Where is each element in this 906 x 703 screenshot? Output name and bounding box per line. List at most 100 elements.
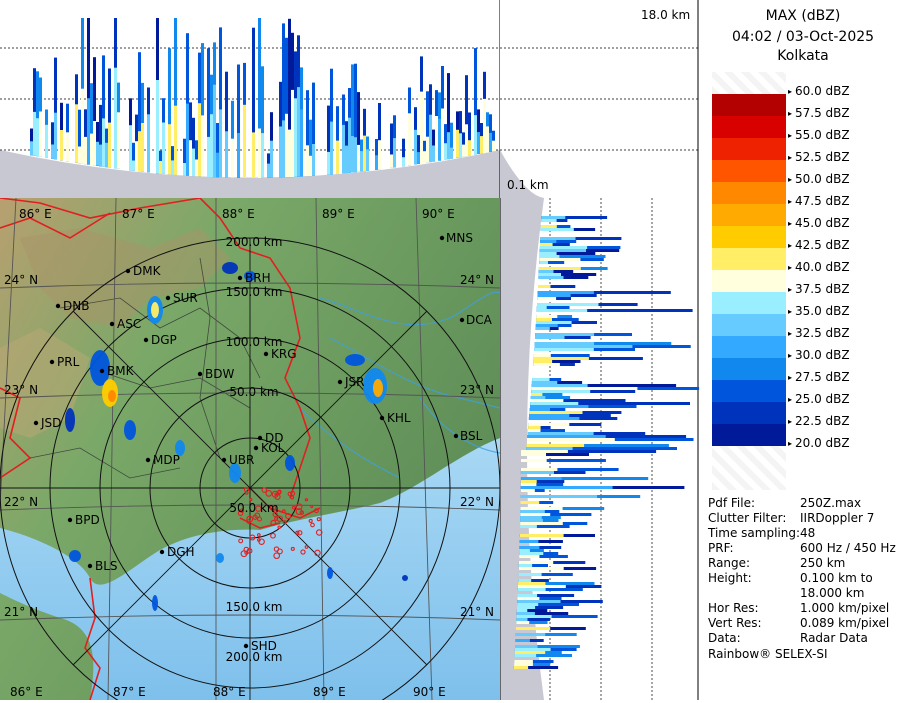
echo-row (520, 525, 570, 528)
echo-row-core (534, 345, 633, 348)
echo-column (192, 117, 195, 177)
echo-row-core (533, 363, 560, 366)
echo-column-core (210, 114, 213, 178)
radar-map[interactable]: 86° E 87° E 88° E 89° E 90° E 86° E 87° E 88° E… (0, 197, 501, 703)
longitude-label: 89° E (313, 685, 346, 699)
echo-speckle (276, 548, 283, 555)
echo-row-core (531, 393, 543, 396)
place-dot (109, 321, 115, 327)
color-swatch (712, 292, 786, 314)
echo-row (527, 429, 565, 432)
echo-column-core (198, 103, 201, 177)
place-dot (67, 517, 73, 523)
echo-column (132, 142, 135, 171)
echo-speckle (238, 538, 244, 544)
echo-row-core (514, 651, 546, 654)
echo-column-core (447, 132, 450, 160)
echo-column-core (75, 104, 78, 163)
echo-column (327, 105, 330, 175)
info-value: 250 km (800, 556, 846, 570)
place-label: DGH (167, 545, 195, 559)
echo-speckle (258, 538, 265, 545)
echo-cell (90, 350, 110, 386)
place-dot (453, 433, 459, 439)
color-swatch (712, 248, 786, 270)
echo-column-core (261, 133, 264, 178)
place-dot (221, 457, 227, 463)
place-dot (379, 415, 385, 421)
echo-row-core (515, 633, 546, 636)
echo-column-core (390, 154, 393, 168)
info-value: 0.089 km/pixel (800, 616, 890, 630)
echo-speckle (308, 518, 313, 523)
echo-row-core (521, 453, 546, 456)
echo-column-core (189, 140, 192, 176)
echo-speckle (314, 549, 321, 557)
echo-row-core (537, 297, 557, 300)
echo-column-core (252, 132, 255, 178)
echo-column (468, 112, 471, 156)
echo-row-core (516, 615, 552, 618)
echo-row-core (537, 303, 599, 306)
echo-column-core (36, 118, 39, 157)
echo-column-core (201, 115, 204, 177)
echo-column-core (435, 116, 438, 162)
echo-row-core (520, 525, 537, 528)
latitude-label: 24° N (460, 273, 494, 287)
echo-row (540, 243, 570, 246)
echo-row-core (529, 411, 583, 414)
echo-row (530, 396, 571, 399)
echo-column-core (483, 98, 486, 153)
echo-column-core (81, 88, 84, 164)
place-dot (165, 295, 171, 301)
echo-column-core (213, 84, 216, 178)
echo-row-core (517, 588, 546, 591)
echo-column-core (417, 152, 420, 164)
echo-column-core (456, 129, 459, 158)
echo-speckle (281, 509, 286, 513)
echo-column (90, 83, 93, 165)
echo-speckle (316, 517, 321, 522)
border-lines (0, 197, 321, 701)
echo-column-core (135, 141, 138, 171)
echo-column-core (363, 135, 366, 172)
echo-row (530, 402, 690, 405)
echo-row (516, 609, 548, 612)
echo-column (288, 18, 291, 178)
echo-row-core (531, 387, 638, 390)
echo-column-core (159, 161, 162, 174)
place-label: MNS (446, 231, 473, 245)
echo-speckle (313, 508, 319, 514)
echo-row (529, 414, 611, 417)
echo-column (354, 63, 357, 173)
color-scale-label: 60.0 dBZ (788, 84, 850, 98)
echo-row-core (519, 552, 544, 555)
echo-row-core (513, 666, 529, 669)
info-value: 0.100 km to (800, 571, 873, 585)
echo-column-core (465, 124, 468, 157)
echo-row-core (518, 564, 533, 567)
echo-row-core (519, 540, 539, 543)
echo-row-core (539, 249, 586, 252)
echo-column (306, 90, 309, 177)
echo-column (390, 123, 393, 168)
color-swatch (712, 182, 786, 204)
echo-row-core (520, 519, 543, 522)
echo-column-core (60, 130, 63, 161)
echo-row (530, 399, 626, 402)
echo-column-core (375, 155, 378, 170)
info-key: Hor Res: (708, 601, 759, 615)
echo-column-core (39, 111, 42, 157)
side-profile-panel (499, 198, 700, 700)
echo-column (444, 124, 447, 160)
place-label: UBR (229, 453, 254, 467)
echo-speckle (270, 519, 277, 526)
echo-column-core (489, 132, 492, 152)
echo-row-core (520, 522, 563, 525)
place-dot (439, 235, 445, 241)
echo-row-core (514, 663, 533, 666)
echo-row-core (532, 378, 550, 381)
echo-row-core (518, 573, 542, 576)
longitude-label: 88° E (222, 207, 255, 221)
info-key: Range: (708, 556, 751, 570)
